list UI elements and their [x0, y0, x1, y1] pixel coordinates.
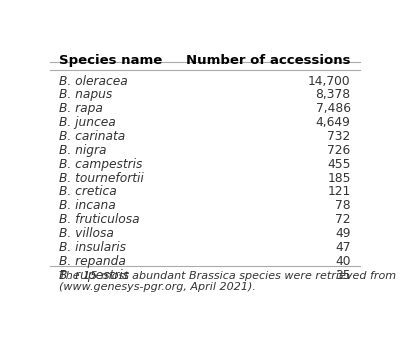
- Text: The 15 most abundant Brassica species were retrieved from Genesys database: The 15 most abundant Brassica species we…: [59, 271, 400, 281]
- Text: (www.genesys-pgr.org, April 2021).: (www.genesys-pgr.org, April 2021).: [59, 282, 256, 292]
- Text: B. cretica: B. cretica: [59, 185, 117, 198]
- Text: 14,700: 14,700: [308, 74, 351, 88]
- Text: 47: 47: [335, 241, 351, 254]
- Text: Species name: Species name: [59, 54, 162, 66]
- Text: B. villosa: B. villosa: [59, 227, 114, 240]
- Text: B. napus: B. napus: [59, 89, 112, 101]
- Text: 8,378: 8,378: [316, 89, 351, 101]
- Text: B. nigra: B. nigra: [59, 144, 107, 157]
- Text: 35: 35: [335, 268, 351, 282]
- Text: B. rupestris: B. rupestris: [59, 268, 129, 282]
- Text: 72: 72: [335, 213, 351, 226]
- Text: 726: 726: [328, 144, 351, 157]
- Text: 49: 49: [335, 227, 351, 240]
- Text: B. juncea: B. juncea: [59, 116, 116, 129]
- Text: 7,486: 7,486: [316, 102, 351, 115]
- Text: B. carinata: B. carinata: [59, 130, 126, 143]
- Text: 78: 78: [335, 199, 351, 212]
- Text: 455: 455: [327, 158, 351, 171]
- Text: B. incana: B. incana: [59, 199, 116, 212]
- Text: B. insularis: B. insularis: [59, 241, 126, 254]
- Text: 4,649: 4,649: [316, 116, 351, 129]
- Text: 732: 732: [328, 130, 351, 143]
- Text: B. campestris: B. campestris: [59, 158, 143, 171]
- Text: B. repanda: B. repanda: [59, 255, 126, 268]
- Text: B. rapa: B. rapa: [59, 102, 103, 115]
- Text: 185: 185: [327, 172, 351, 184]
- Text: 121: 121: [328, 185, 351, 198]
- Text: 40: 40: [335, 255, 351, 268]
- Text: B. tournefortii: B. tournefortii: [59, 172, 144, 184]
- Text: Number of accessions: Number of accessions: [186, 54, 351, 66]
- Text: B. oleracea: B. oleracea: [59, 74, 128, 88]
- Text: B. fruticulosa: B. fruticulosa: [59, 213, 140, 226]
